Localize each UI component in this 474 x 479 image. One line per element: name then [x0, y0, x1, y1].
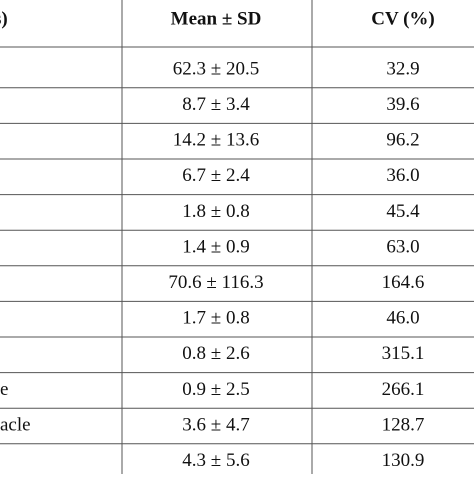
- cv-cell: 130.9: [382, 450, 425, 471]
- cv-cell: 45.4: [386, 201, 420, 222]
- mean-sd-cell: 0.9 ± 2.5: [182, 379, 249, 400]
- cv-cell: 96.2: [386, 130, 419, 151]
- header-cell: Mean ± SD: [171, 8, 262, 29]
- cv-cell: 39.6: [386, 94, 419, 115]
- row-label: acle: [0, 414, 31, 435]
- mean-sd-cell: 0.8 ± 2.6: [182, 343, 249, 364]
- mean-sd-cell: 3.6 ± 4.7: [182, 414, 249, 435]
- cv-cell: 46.0: [386, 308, 419, 329]
- mean-sd-cell: 6.7 ± 2.4: [182, 165, 250, 186]
- cv-cell: 128.7: [382, 414, 425, 435]
- mean-sd-cell: 62.3 ± 20.5: [173, 58, 259, 79]
- cv-cell: 63.0: [386, 236, 419, 257]
- mean-sd-cell: 1.8 ± 0.8: [182, 201, 249, 222]
- cv-cell: 164.6: [382, 272, 425, 293]
- mean-sd-cell: 14.2 ± 13.6: [173, 130, 259, 151]
- header-cell: s): [0, 8, 8, 29]
- cv-cell: 36.0: [386, 165, 419, 186]
- mean-sd-cell: 1.4 ± 0.9: [182, 236, 249, 257]
- cv-cell: 32.9: [386, 58, 419, 79]
- mean-sd-cell: 70.6 ± 116.3: [168, 272, 263, 293]
- mean-sd-cell: 8.7 ± 3.4: [182, 94, 250, 115]
- header-cell: CV (%): [371, 8, 435, 29]
- mean-sd-cell: 4.3 ± 5.6: [182, 450, 249, 471]
- mean-sd-cell: 1.7 ± 0.8: [182, 308, 249, 329]
- cv-cell: 266.1: [382, 379, 425, 400]
- row-label: e: [0, 379, 8, 400]
- cv-cell: 315.1: [382, 343, 425, 364]
